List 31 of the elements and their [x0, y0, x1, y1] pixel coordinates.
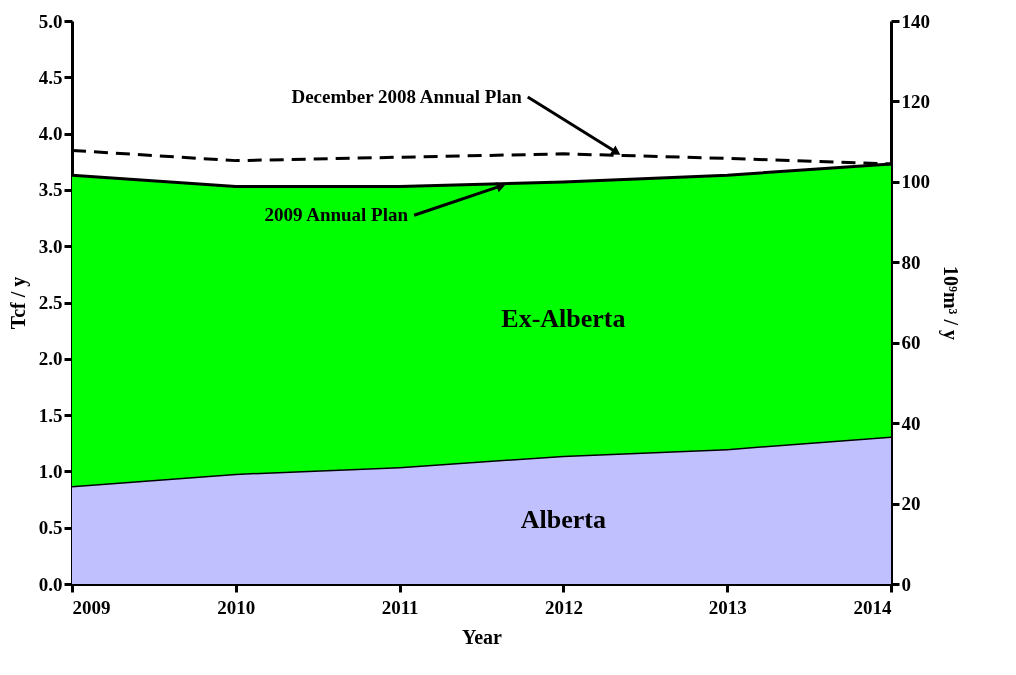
x-tick-label: 2009: [72, 596, 111, 618]
y-tick-label: 4.5: [38, 66, 63, 88]
y-tick-label: 3.5: [38, 179, 63, 201]
y-tick-label: 2.5: [38, 292, 63, 313]
annotation: 2009 Annual Plan: [264, 204, 409, 226]
y2-tick-label: 60: [901, 332, 921, 354]
y2-tick-label: 20: [901, 493, 921, 515]
y-tick-label: 1.5: [38, 404, 63, 426]
series-label: Ex-Alberta: [501, 303, 626, 333]
y-tick-label: 1.0: [38, 460, 63, 482]
x-tick-label: 2013: [708, 596, 747, 618]
y-tick-label: 0.5: [38, 517, 63, 539]
x-axis-title: Year: [462, 625, 503, 648]
y-axis-title: Tcf / y: [6, 276, 30, 330]
y2-tick-label: 80: [901, 251, 921, 273]
x-tick-label: 2012: [544, 596, 583, 618]
y2-axis-title: 10⁹m³ / y: [939, 265, 962, 341]
y-tick-label: 0.0: [38, 573, 63, 595]
y2-tick-label: 0: [901, 573, 911, 595]
y2-tick-label: 100: [901, 171, 930, 193]
y-tick-label: 3.0: [38, 235, 63, 257]
y-tick-label: 5.0: [38, 10, 63, 32]
y-tick-label: 4.0: [38, 123, 63, 145]
y-tick-label: 2.0: [38, 348, 63, 370]
y2-tick-label: 140: [901, 10, 930, 32]
annotation: December 2008 Annual Plan: [291, 85, 523, 107]
x-tick-label: 2014: [853, 596, 892, 618]
y2-tick-label: 40: [901, 412, 921, 434]
y2-tick-label: 120: [901, 90, 930, 112]
x-tick-label: 2011: [381, 596, 419, 618]
x-tick-label: 2010: [217, 596, 256, 618]
